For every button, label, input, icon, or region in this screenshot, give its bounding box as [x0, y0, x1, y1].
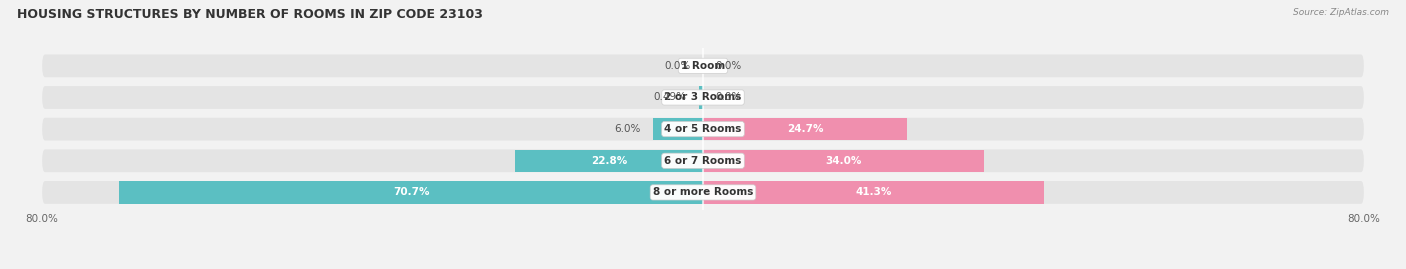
Bar: [120, 181, 703, 204]
Text: 0.0%: 0.0%: [716, 61, 741, 71]
FancyBboxPatch shape: [42, 118, 1364, 140]
Text: 6.0%: 6.0%: [614, 124, 641, 134]
Bar: [699, 86, 703, 109]
Text: 0.0%: 0.0%: [665, 61, 690, 71]
Text: 24.7%: 24.7%: [787, 124, 824, 134]
FancyBboxPatch shape: [42, 149, 1364, 172]
FancyBboxPatch shape: [42, 181, 1364, 204]
Bar: [703, 181, 1045, 204]
FancyBboxPatch shape: [42, 86, 1364, 109]
Text: 0.49%: 0.49%: [654, 93, 686, 102]
Text: 2 or 3 Rooms: 2 or 3 Rooms: [665, 93, 741, 102]
Bar: [515, 150, 703, 172]
Text: 4 or 5 Rooms: 4 or 5 Rooms: [664, 124, 742, 134]
Text: 0.0%: 0.0%: [716, 93, 741, 102]
Text: 8 or more Rooms: 8 or more Rooms: [652, 187, 754, 197]
Bar: [703, 118, 907, 140]
Text: 70.7%: 70.7%: [392, 187, 429, 197]
FancyBboxPatch shape: [42, 54, 1364, 77]
Bar: [654, 118, 703, 140]
Text: 22.8%: 22.8%: [591, 156, 627, 166]
Text: HOUSING STRUCTURES BY NUMBER OF ROOMS IN ZIP CODE 23103: HOUSING STRUCTURES BY NUMBER OF ROOMS IN…: [17, 8, 482, 21]
Text: 1 Room: 1 Room: [681, 61, 725, 71]
Text: 41.3%: 41.3%: [855, 187, 891, 197]
Bar: [703, 150, 984, 172]
Text: 34.0%: 34.0%: [825, 156, 862, 166]
Text: Source: ZipAtlas.com: Source: ZipAtlas.com: [1294, 8, 1389, 17]
Text: 6 or 7 Rooms: 6 or 7 Rooms: [664, 156, 742, 166]
